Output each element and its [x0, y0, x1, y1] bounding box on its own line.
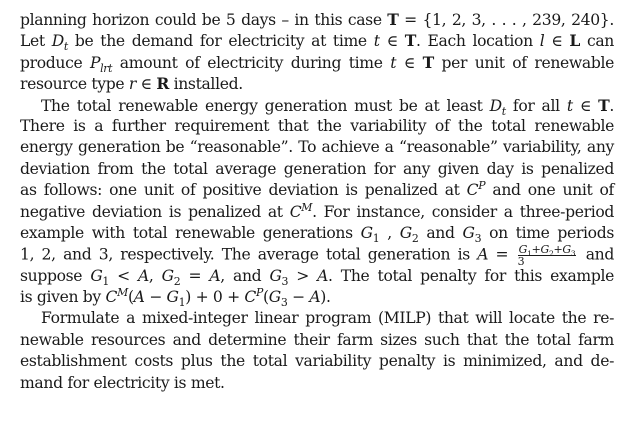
p1-line-1: planning horizon could be 5 days – in th… — [20, 10, 614, 29]
p3-line-1: Formulate a mixed-integer linear program… — [41, 309, 614, 328]
p1-line-3: produce Plrt amount of electricity durin… — [20, 52, 614, 75]
p1-line-4: resource type r ∈ R installed. — [20, 74, 243, 94]
p3-line-2: newable resources and determine their fa… — [20, 330, 614, 349]
p2-line-8: 1, 2, and 3, respectively. The average t… — [20, 243, 614, 269]
p1-line-2: Let Dt be the demand for electricity at … — [20, 31, 614, 54]
p2-line-10: is given by CM(A − G1) + 0 + CP(G3 − A). — [20, 285, 331, 310]
p2-line-5: as follows: one unit of positive deviati… — [20, 178, 614, 200]
p2-line-9: suppose G1 < A, G2 = A, and G3 > A. The … — [20, 266, 614, 288]
p2-line-3: energy generation be “reasonable”. To ac… — [20, 138, 614, 157]
p2-line-2: There is a further requirement that the … — [20, 116, 614, 135]
p2-line-4: deviation from the total average generat… — [20, 159, 614, 178]
p2-line-6: negative deviation is penalized at CM. F… — [20, 200, 614, 221]
p3-line-4: mand for electricity is met. — [20, 373, 225, 392]
p2-line-7: example with total renewable generations… — [20, 223, 614, 246]
p3-line-3: establishment costs plus the total varia… — [20, 352, 614, 371]
p2-line-1: The total renewable energy generation mu… — [41, 95, 614, 118]
page-text: planning horizon could be 5 days – in th… — [20, 9, 614, 394]
